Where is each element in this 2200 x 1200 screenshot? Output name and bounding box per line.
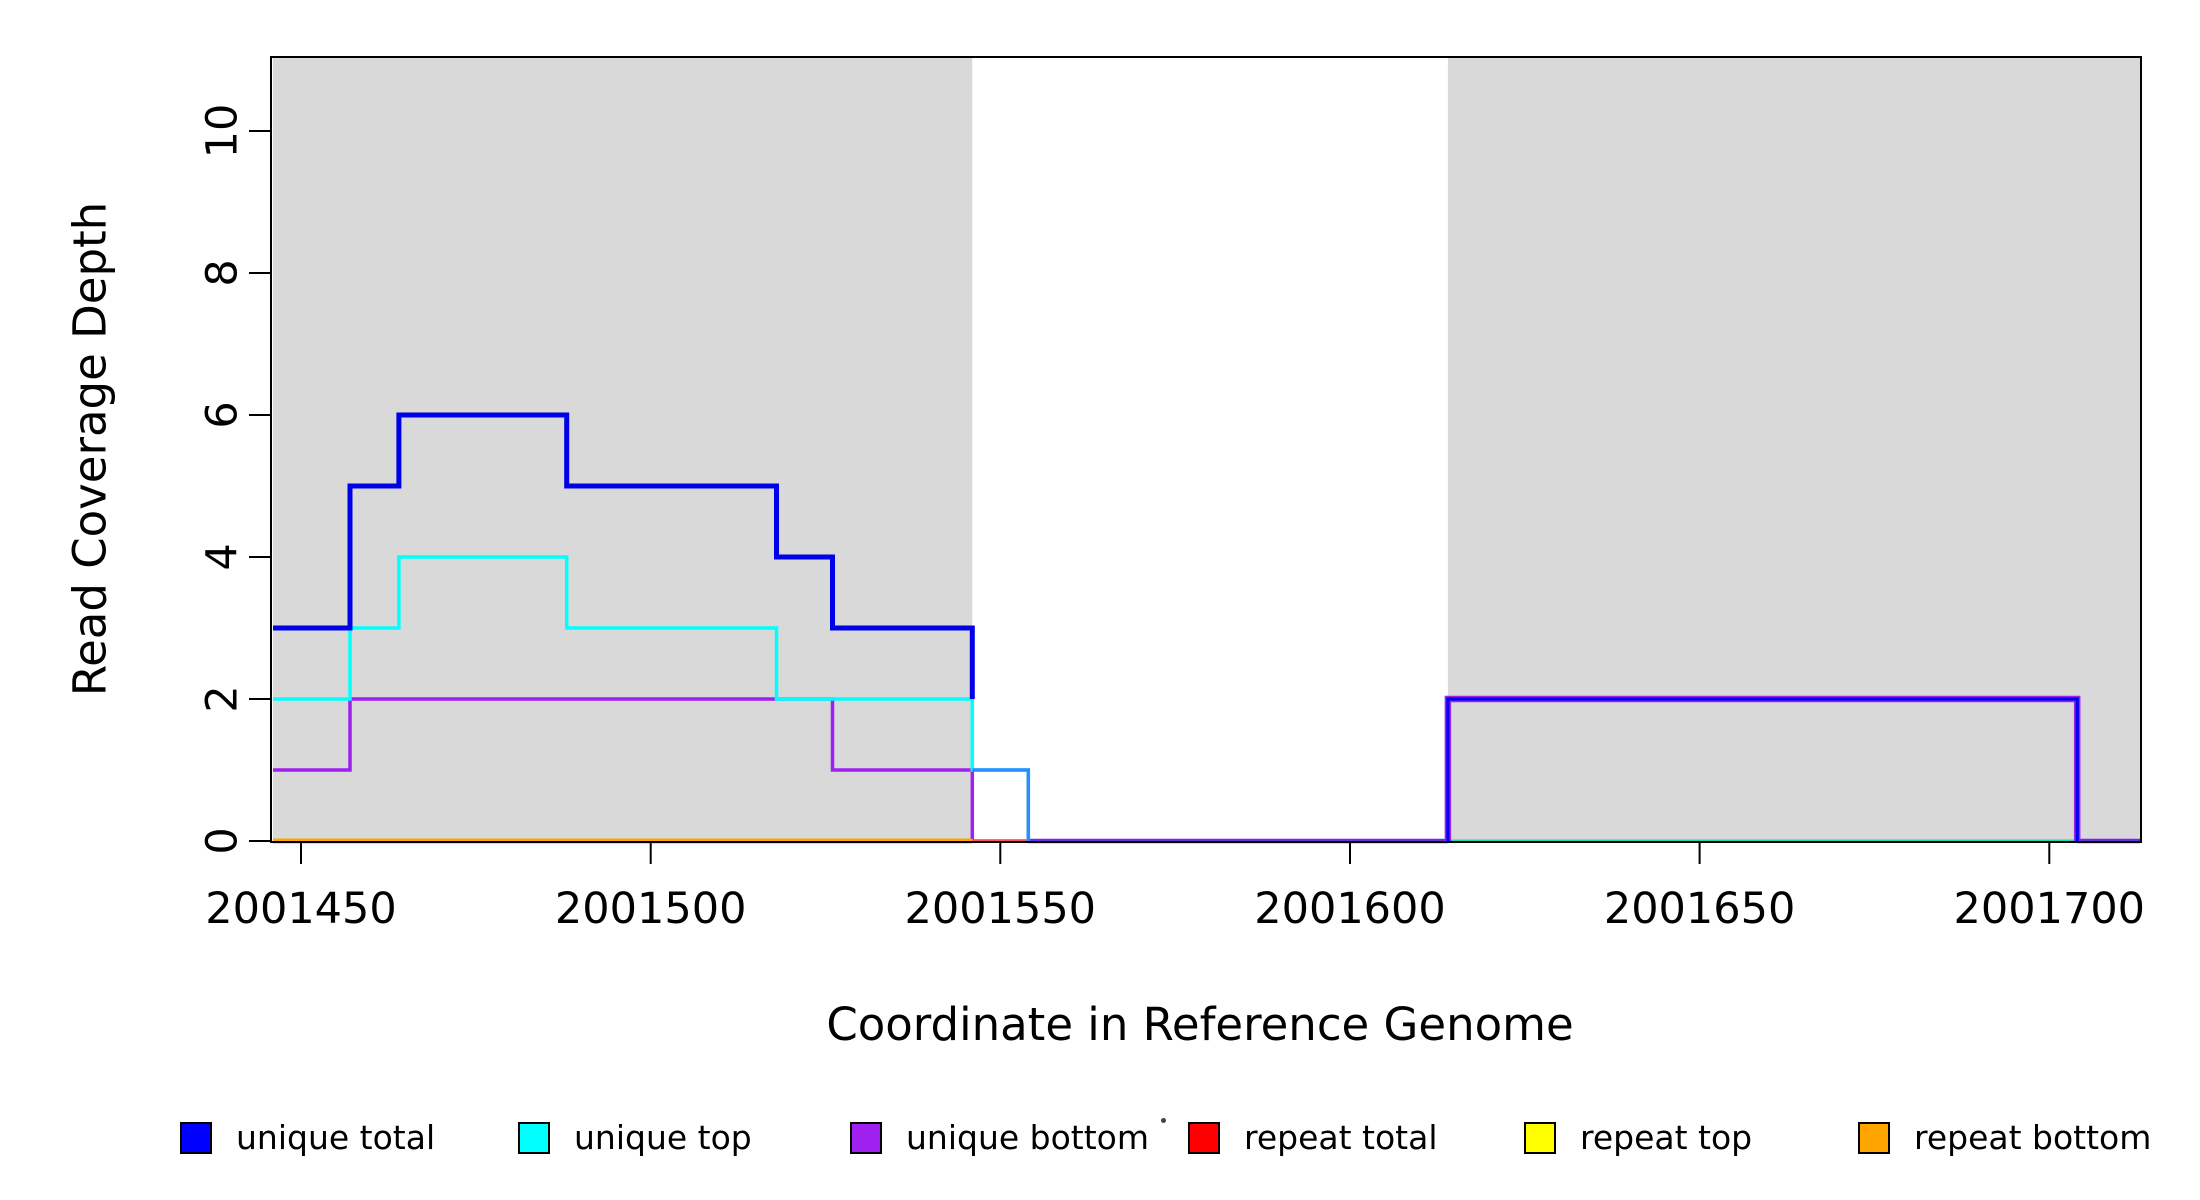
plot-box bbox=[270, 56, 2142, 843]
y-tick-label-8: 8 bbox=[197, 259, 248, 287]
x-tick-label-2001650: 2001650 bbox=[1603, 884, 1796, 934]
x-tick-label-2001450: 2001450 bbox=[205, 884, 397, 934]
legend-label-unique-top: unique top bbox=[574, 1118, 752, 1157]
x-tick-label-2001700: 2001700 bbox=[1953, 884, 2146, 934]
legend-label-repeat-top: repeat top bbox=[1580, 1118, 1753, 1157]
x-axis-title: Coordinate in Reference Genome bbox=[826, 998, 1574, 1051]
repeat-region-2 bbox=[1447, 58, 2140, 841]
repeat-region-1 bbox=[273, 58, 973, 841]
legend-swatch-unique-bottom bbox=[850, 1122, 882, 1154]
x-tick-label-2001500: 2001500 bbox=[554, 884, 747, 934]
y-tick-label-6: 6 bbox=[197, 401, 248, 429]
x-tick-label-2001550: 2001550 bbox=[904, 884, 1097, 934]
legend-swatch-unique-total bbox=[180, 1122, 212, 1154]
x-tick-label-2001600: 2001600 bbox=[1254, 884, 1446, 934]
legend-label-repeat-bottom: repeat bottom bbox=[1914, 1118, 2152, 1157]
y-tick-label-10: 10 bbox=[197, 103, 248, 159]
y-tick-label-0: 0 bbox=[197, 827, 248, 855]
legend-swatch-repeat-total bbox=[1188, 1122, 1220, 1154]
legend-label-repeat-total: repeat total bbox=[1244, 1118, 1438, 1157]
y-tick-label-2: 2 bbox=[197, 685, 248, 713]
y-tick-label-4: 4 bbox=[197, 543, 248, 571]
legend-swatch-unique-top bbox=[518, 1122, 550, 1154]
legend-swatch-repeat-top bbox=[1524, 1122, 1556, 1154]
unique-total-level1-segment bbox=[972, 768, 1031, 841]
legend-label-unique-bottom: unique bottom bbox=[906, 1118, 1150, 1157]
right-region-step-blue bbox=[1446, 697, 2079, 841]
legend-label-unique-total: unique total bbox=[236, 1118, 436, 1157]
y-axis-title: Read Coverage Depth bbox=[63, 201, 117, 697]
series-unique-total-line bbox=[273, 412, 975, 699]
stray-dot bbox=[1161, 1118, 1166, 1123]
legend-swatch-repeat-bottom bbox=[1858, 1122, 1890, 1154]
